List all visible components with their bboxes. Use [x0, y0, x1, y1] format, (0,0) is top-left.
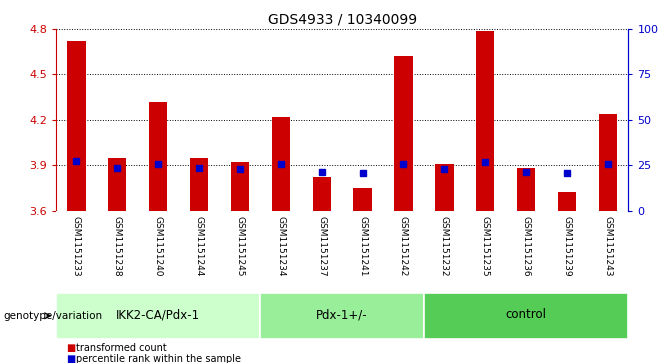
Bar	[108, 158, 126, 211]
Bar	[272, 117, 290, 211]
Bar	[261, 293, 424, 339]
Text: GSM1151233: GSM1151233	[72, 216, 81, 277]
Bar	[599, 114, 617, 211]
Text: GSM1151241: GSM1151241	[358, 216, 367, 277]
Text: GSM1151236: GSM1151236	[522, 216, 530, 277]
Text: Pdx-1+/-: Pdx-1+/-	[316, 308, 368, 321]
Text: transformed count: transformed count	[76, 343, 166, 354]
Text: control: control	[505, 308, 547, 321]
Bar	[353, 188, 372, 211]
Bar	[517, 168, 536, 211]
Text: GSM1151232: GSM1151232	[440, 216, 449, 277]
Bar	[476, 30, 494, 211]
Text: GSM1151235: GSM1151235	[481, 216, 490, 277]
Bar	[424, 293, 628, 339]
Text: GSM1151238: GSM1151238	[113, 216, 122, 277]
Text: GSM1151244: GSM1151244	[195, 216, 203, 277]
Text: GSM1151237: GSM1151237	[317, 216, 326, 277]
Bar	[67, 41, 86, 211]
Text: IKK2-CA/Pdx-1: IKK2-CA/Pdx-1	[116, 308, 200, 321]
Text: GSM1151240: GSM1151240	[154, 216, 163, 277]
Text: GSM1151243: GSM1151243	[603, 216, 613, 277]
Text: genotype/variation: genotype/variation	[3, 311, 103, 321]
Text: percentile rank within the sample: percentile rank within the sample	[76, 354, 241, 363]
Text: GSM1151239: GSM1151239	[563, 216, 572, 277]
Bar	[149, 102, 167, 211]
Bar	[231, 162, 249, 211]
Text: GSM1151242: GSM1151242	[399, 216, 408, 277]
Bar	[56, 293, 261, 339]
Text: GSM1151245: GSM1151245	[236, 216, 244, 277]
Bar	[558, 192, 576, 211]
Bar	[435, 164, 453, 211]
Bar	[313, 177, 331, 211]
Text: ■: ■	[66, 343, 75, 354]
Text: GSM1151234: GSM1151234	[276, 216, 286, 277]
Bar	[394, 56, 413, 211]
Text: ■: ■	[66, 354, 75, 363]
Title: GDS4933 / 10340099: GDS4933 / 10340099	[268, 12, 417, 26]
Bar	[190, 158, 208, 211]
